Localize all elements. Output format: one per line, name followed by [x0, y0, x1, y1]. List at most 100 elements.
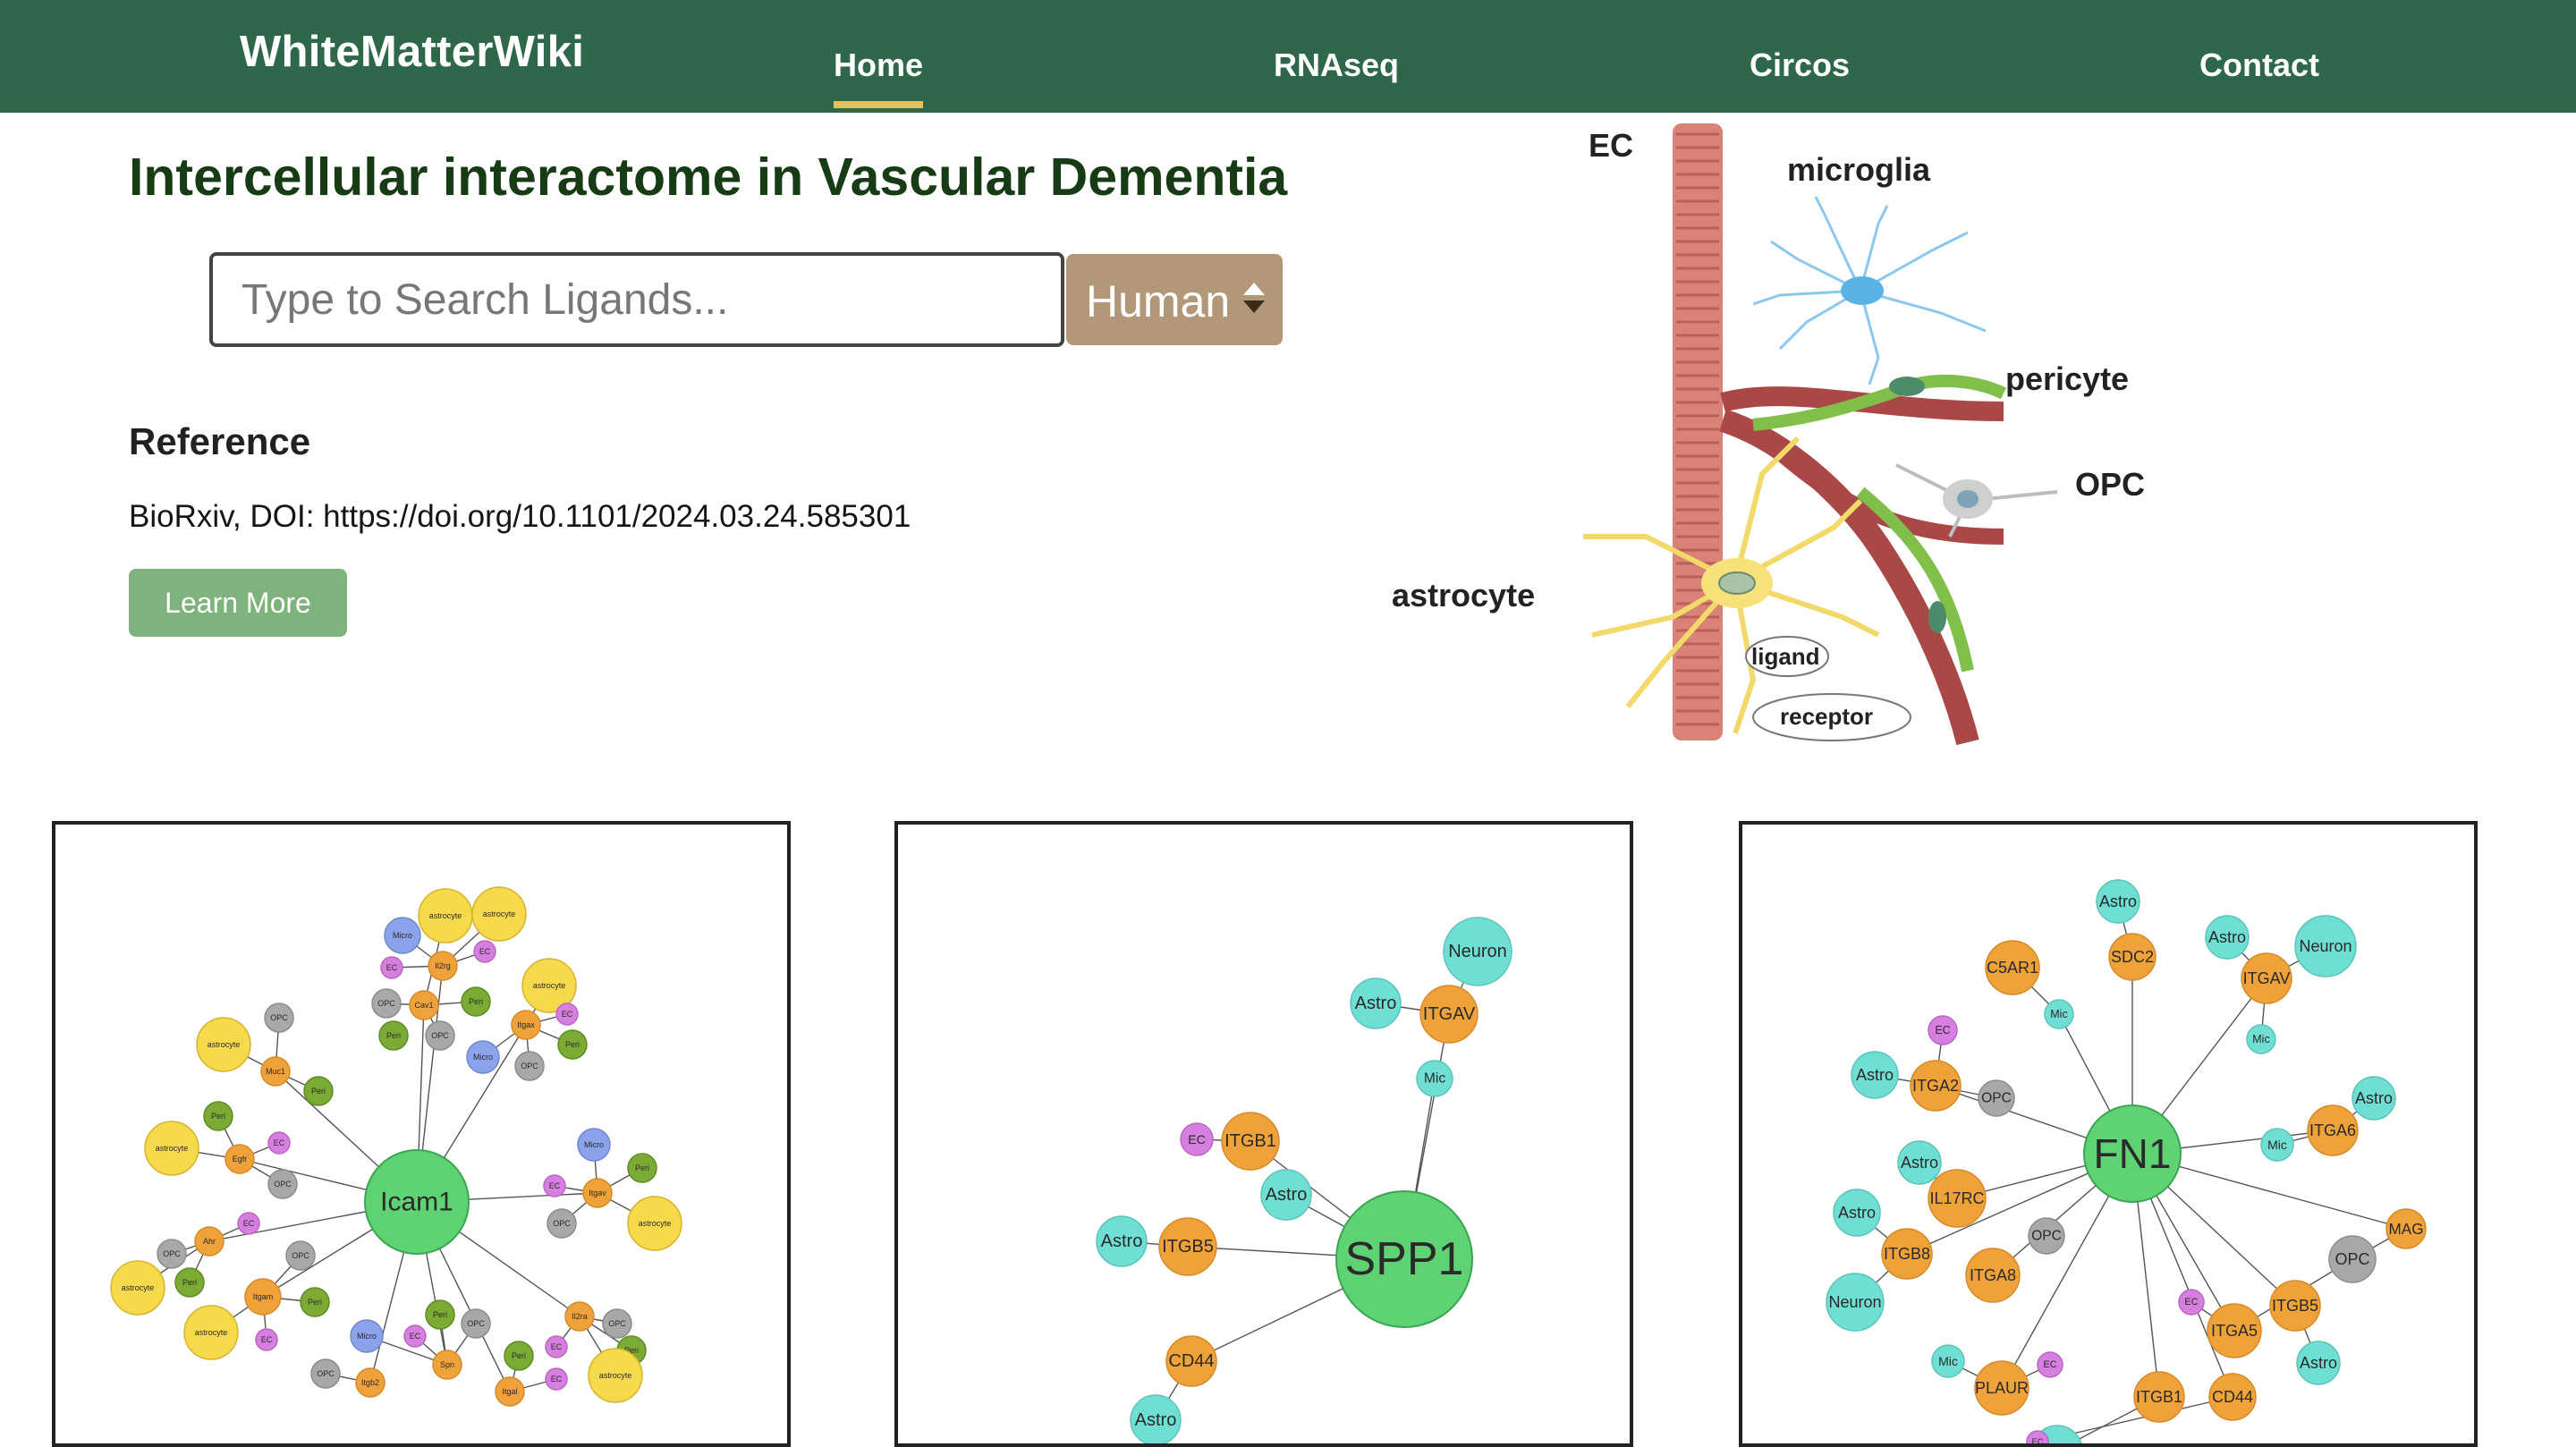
network-node-gene[interactable] — [564, 1301, 595, 1332]
network-node-gene[interactable] — [194, 1226, 225, 1257]
network-node-ec[interactable] — [380, 956, 403, 979]
network-node-astro[interactable] — [2351, 1076, 2396, 1121]
network-node-astro[interactable] — [1350, 977, 1402, 1029]
network-node-ec[interactable] — [237, 1212, 260, 1235]
network-node-gene[interactable] — [511, 1010, 541, 1040]
network-node-ec[interactable] — [403, 1324, 427, 1348]
network-node-micro[interactable] — [577, 1128, 611, 1162]
network-node-gene[interactable] — [1985, 940, 2040, 995]
network-node-astro[interactable] — [1931, 1344, 1965, 1378]
network-node-astro[interactable] — [2246, 1024, 2276, 1054]
network-node-astro[interactable] — [2260, 1128, 2294, 1162]
network-node-astro[interactable] — [2296, 1341, 2341, 1385]
network-node-ec[interactable] — [2037, 1351, 2063, 1378]
network-node-astro[interactable] — [2096, 879, 2140, 924]
nav-circos[interactable]: Circos — [1749, 47, 1851, 83]
network-node-gene[interactable] — [1419, 985, 1479, 1044]
network-node-opc[interactable] — [371, 988, 402, 1019]
network-node-gene[interactable] — [1158, 1217, 1217, 1276]
network-node-ec[interactable] — [267, 1131, 291, 1155]
network-node-micro[interactable] — [384, 917, 421, 954]
network-node-ec[interactable] — [2178, 1289, 2205, 1316]
network-node-gene[interactable] — [2108, 933, 2157, 981]
network-node-opc[interactable] — [157, 1239, 187, 1269]
network-node-astrocyte[interactable] — [144, 1121, 199, 1176]
network-node-opc[interactable] — [425, 1020, 455, 1051]
network-node-gene[interactable] — [2269, 1280, 2321, 1332]
network-node-opc[interactable] — [547, 1208, 577, 1239]
network-node-astrocyte[interactable] — [471, 886, 527, 942]
network-node-astro[interactable] — [1833, 1189, 1881, 1237]
network-panel-icam1[interactable]: Icam1 astrocyte astrocyte Micro EC Il2rg EC ast… — [52, 821, 791, 1447]
network-node-gene[interactable] — [1881, 1228, 1933, 1280]
network-node-gene[interactable] — [2307, 1104, 2359, 1156]
network-node-astrocyte[interactable] — [110, 1260, 165, 1316]
network-node-gene[interactable] — [432, 1350, 462, 1380]
hub-node[interactable] — [1335, 1190, 1473, 1328]
ligand-search-input[interactable] — [209, 252, 1064, 347]
network-node-gene[interactable] — [244, 1278, 282, 1316]
network-node-gene[interactable] — [1965, 1248, 2021, 1303]
network-node-micro[interactable] — [466, 1040, 500, 1074]
network-node-peri[interactable] — [425, 1299, 455, 1330]
network-node-astro[interactable] — [1443, 917, 1513, 986]
network-node-astro[interactable] — [2044, 999, 2074, 1029]
network-node-peri[interactable] — [627, 1153, 657, 1183]
network-node-ec[interactable] — [1180, 1122, 1214, 1156]
species-select[interactable]: Human — [1066, 254, 1283, 345]
network-node-peri[interactable] — [303, 1076, 334, 1106]
network-node-ec[interactable] — [255, 1328, 278, 1351]
network-node-gene[interactable] — [225, 1144, 255, 1174]
network-node-peri[interactable] — [461, 986, 491, 1017]
network-node-ec[interactable] — [555, 1003, 579, 1026]
network-panel-fn1[interactable]: FN1 Astro SDC2 C5AR1 Mic Astro Neuron ITGAV Mic E… — [1739, 821, 2478, 1447]
network-node-gene[interactable] — [1221, 1112, 1280, 1171]
network-node-gene[interactable] — [428, 951, 458, 981]
network-node-ec[interactable] — [543, 1174, 566, 1197]
nav-contact[interactable]: Contact — [2199, 47, 2319, 83]
network-node-gene[interactable] — [2207, 1303, 2262, 1358]
network-node-opc[interactable] — [267, 1169, 298, 1199]
network-node-opc[interactable] — [2028, 1217, 2065, 1255]
network-node-astro[interactable] — [1851, 1051, 1899, 1099]
network-node-astrocyte[interactable] — [183, 1305, 239, 1360]
network-node-peri[interactable] — [174, 1267, 205, 1298]
network-node-ec[interactable] — [545, 1335, 568, 1358]
network-node-opc[interactable] — [602, 1308, 632, 1339]
brand-logo[interactable]: WhiteMatterWiki — [240, 28, 585, 76]
network-node-peri[interactable] — [300, 1287, 330, 1317]
network-node-gene[interactable] — [1928, 1169, 1987, 1228]
network-node-opc[interactable] — [285, 1240, 316, 1271]
network-node-ec[interactable] — [473, 940, 496, 963]
hub-node[interactable] — [364, 1149, 470, 1255]
network-node-astro[interactable] — [1096, 1215, 1148, 1267]
network-node-opc[interactable] — [461, 1308, 491, 1339]
network-node-peri[interactable] — [557, 1029, 588, 1060]
network-node-opc[interactable] — [2328, 1235, 2377, 1283]
network-node-astrocyte[interactable] — [196, 1017, 251, 1072]
network-node-astrocyte[interactable] — [627, 1196, 682, 1251]
network-node-gene[interactable] — [1165, 1335, 1217, 1387]
network-node-astro[interactable] — [1826, 1273, 1885, 1332]
network-node-opc[interactable] — [1978, 1079, 2015, 1117]
network-node-gene[interactable] — [2241, 952, 2292, 1004]
nav-home[interactable]: Home — [833, 47, 924, 108]
network-node-ec[interactable] — [1928, 1015, 1958, 1045]
network-node-gene[interactable] — [1910, 1060, 1962, 1112]
network-node-gene[interactable] — [2385, 1208, 2427, 1249]
network-node-peri[interactable] — [378, 1020, 409, 1051]
hub-node[interactable] — [2083, 1104, 2182, 1203]
network-node-micro[interactable] — [350, 1319, 384, 1353]
network-node-gene[interactable] — [260, 1056, 291, 1087]
network-node-gene[interactable] — [409, 990, 439, 1020]
network-node-astro[interactable] — [1260, 1169, 1312, 1221]
network-node-astro[interactable] — [2294, 915, 2357, 977]
network-node-gene[interactable] — [582, 1178, 613, 1208]
network-node-peri[interactable] — [203, 1101, 233, 1131]
network-node-astro[interactable] — [1897, 1140, 1942, 1185]
network-node-astro[interactable] — [2205, 915, 2250, 960]
network-node-astrocyte[interactable] — [521, 958, 577, 1013]
network-node-astro[interactable] — [1416, 1060, 1453, 1097]
network-node-opc[interactable] — [264, 1003, 294, 1033]
network-node-peri[interactable] — [504, 1341, 534, 1371]
